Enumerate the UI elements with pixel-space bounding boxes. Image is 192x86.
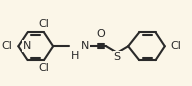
Text: Cl: Cl (171, 41, 182, 51)
Text: Cl: Cl (2, 41, 12, 51)
Text: H: H (71, 51, 79, 61)
Text: Cl: Cl (39, 63, 49, 73)
Text: Cl: Cl (39, 19, 49, 29)
Text: O: O (96, 29, 105, 39)
Text: S: S (114, 52, 121, 62)
Text: N: N (23, 41, 32, 51)
Text: N: N (81, 41, 89, 51)
